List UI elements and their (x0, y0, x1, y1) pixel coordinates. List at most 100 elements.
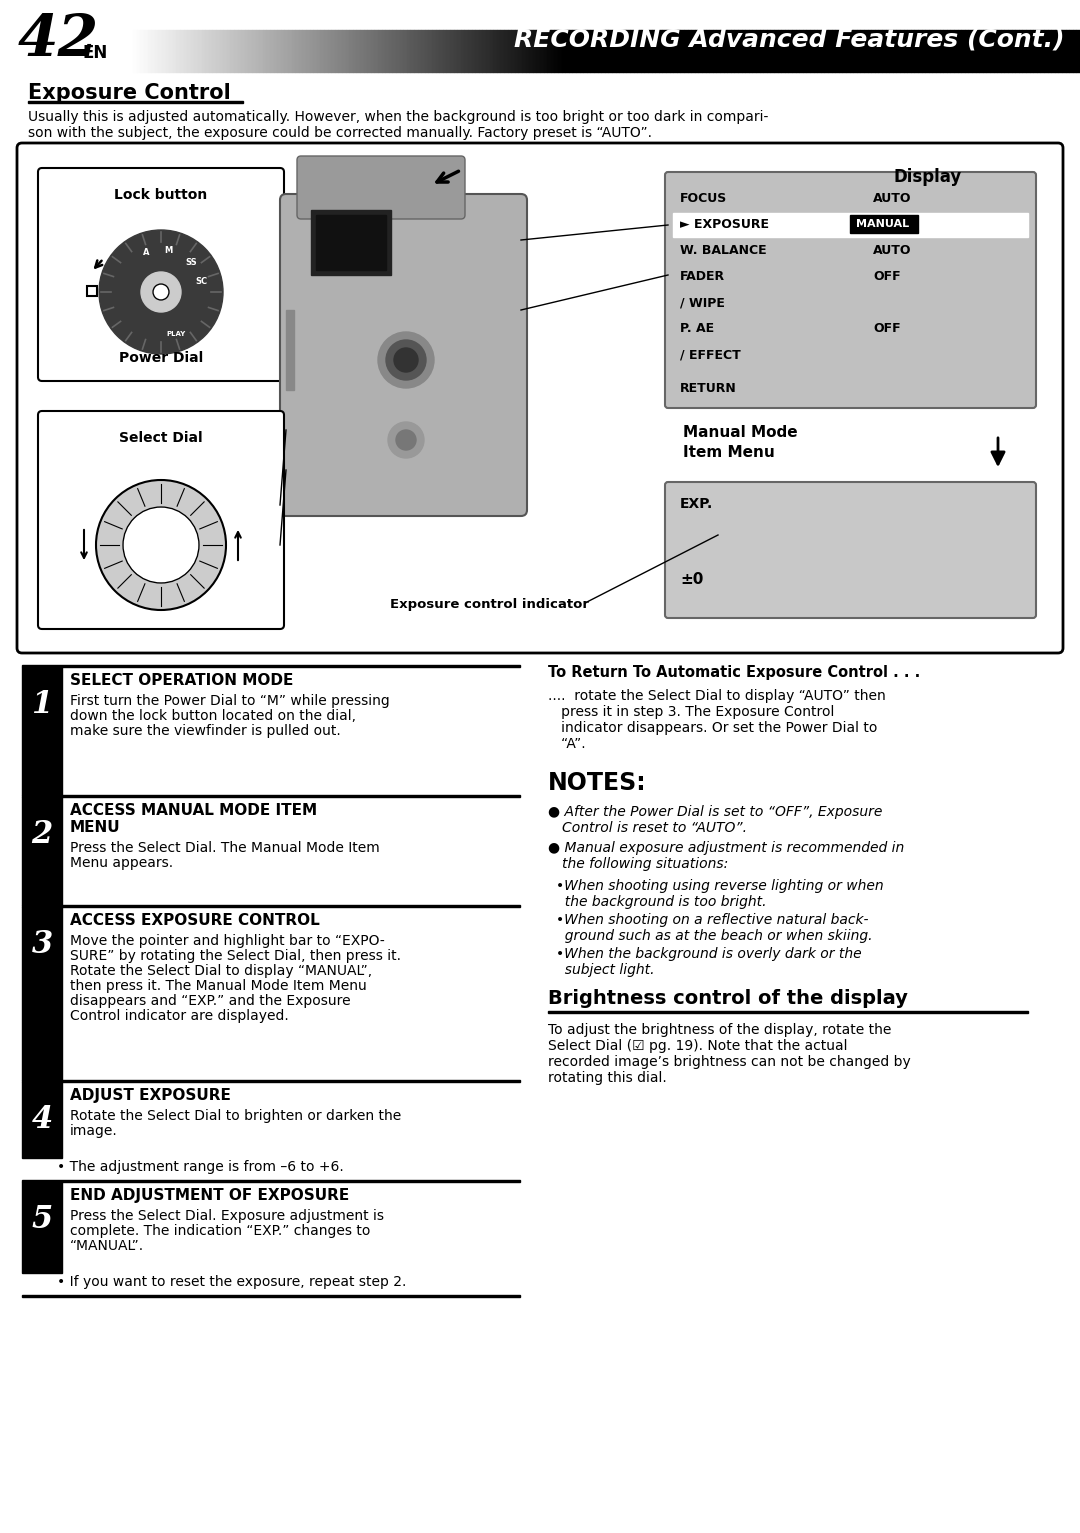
Bar (893, 31, 896, 72)
Bar (22, 1182, 62, 1272)
Bar (90, 31, 94, 72)
Bar (86, 31, 90, 72)
Bar (396, 31, 400, 72)
Bar (68, 31, 72, 72)
Bar (54, 31, 57, 72)
Bar (32, 31, 36, 72)
Text: To adjust the brightness of the display, rotate the: To adjust the brightness of the display,… (548, 1023, 891, 1036)
Bar (321, 31, 324, 72)
Bar (353, 31, 356, 72)
Bar (22, 31, 25, 72)
Bar (111, 31, 116, 72)
Bar (1040, 31, 1044, 72)
FancyBboxPatch shape (38, 411, 284, 629)
Bar (450, 31, 454, 72)
Bar (713, 31, 716, 72)
Bar (443, 31, 446, 72)
Bar (378, 31, 381, 72)
Bar (1062, 31, 1066, 72)
Bar (316, 215, 386, 270)
Bar (673, 31, 677, 72)
Text: Display: Display (894, 169, 962, 185)
Bar (562, 31, 565, 72)
Bar (1026, 31, 1029, 72)
FancyBboxPatch shape (38, 169, 284, 382)
Bar (645, 31, 648, 72)
Bar (270, 31, 273, 72)
Bar (208, 31, 213, 72)
Bar (915, 31, 918, 72)
Bar (29, 31, 32, 72)
Bar (813, 31, 818, 72)
Text: M: M (164, 247, 173, 254)
Bar (159, 31, 162, 72)
Bar (144, 31, 148, 72)
Bar (688, 31, 691, 72)
Bar (151, 31, 154, 72)
Circle shape (378, 333, 434, 388)
Text: Lock button: Lock button (114, 189, 207, 202)
Text: the background is too bright.: the background is too bright. (556, 895, 767, 909)
Bar (273, 31, 278, 72)
Text: MANUAL: MANUAL (856, 219, 909, 228)
Bar (259, 31, 262, 72)
Circle shape (96, 480, 226, 610)
Bar (616, 31, 619, 72)
Bar (22, 667, 62, 796)
Text: FADER: FADER (680, 270, 725, 284)
Bar (28, 101, 243, 103)
Text: / WIPE: / WIPE (680, 296, 725, 310)
Text: disappears and “EXP.” and the Exposure: disappears and “EXP.” and the Exposure (70, 993, 351, 1009)
Bar (486, 31, 489, 72)
Bar (543, 31, 548, 72)
Text: SELECT OPERATION MODE: SELECT OPERATION MODE (70, 673, 294, 688)
Bar (97, 31, 100, 72)
Bar (483, 31, 486, 72)
Bar (87, 287, 97, 296)
FancyBboxPatch shape (297, 156, 465, 219)
FancyBboxPatch shape (665, 172, 1036, 408)
Bar (699, 31, 702, 72)
Text: Select Dial: Select Dial (119, 431, 203, 445)
Text: Rotate the Select Dial to display “MANUAL”,: Rotate the Select Dial to display “MANUA… (70, 964, 373, 978)
Bar (724, 31, 727, 72)
Bar (926, 31, 929, 72)
Bar (407, 31, 410, 72)
Text: •When shooting using reverse lighting or when: •When shooting using reverse lighting or… (556, 878, 883, 894)
Bar (316, 31, 321, 72)
Bar (969, 31, 972, 72)
Bar (1012, 31, 1015, 72)
Text: complete. The indication “EXP.” changes to: complete. The indication “EXP.” changes … (70, 1223, 370, 1239)
Bar (418, 31, 421, 72)
Text: ±0: ±0 (680, 572, 703, 587)
Text: Exposure Control: Exposure Control (28, 83, 231, 103)
Bar (1023, 31, 1026, 72)
Bar (904, 31, 907, 72)
Text: Exposure control indicator: Exposure control indicator (390, 598, 589, 612)
Text: Manual Mode: Manual Mode (683, 425, 798, 440)
Text: Usually this is adjusted automatically. However, when the background is too brig: Usually this is adjusted automatically. … (28, 110, 768, 124)
Text: the following situations:: the following situations: (562, 857, 728, 871)
Bar (558, 31, 562, 72)
Bar (1008, 31, 1012, 72)
Bar (720, 31, 724, 72)
Text: P. AE: P. AE (680, 322, 714, 336)
Bar (1048, 31, 1051, 72)
Text: •When shooting on a reflective natural back-: •When shooting on a reflective natural b… (556, 914, 868, 927)
Text: PLAY: PLAY (166, 331, 186, 337)
Bar (850, 31, 853, 72)
Bar (36, 31, 40, 72)
Bar (1034, 31, 1037, 72)
Bar (461, 31, 464, 72)
Text: subject light.: subject light. (556, 963, 654, 977)
Bar (572, 31, 576, 72)
Bar (691, 31, 694, 72)
Bar (219, 31, 224, 72)
Bar (943, 31, 947, 72)
Text: RECORDING Advanced Features (Cont.): RECORDING Advanced Features (Cont.) (514, 28, 1065, 52)
Text: ► EXPOSURE: ► EXPOSURE (680, 219, 769, 231)
Bar (338, 31, 342, 72)
Bar (100, 31, 105, 72)
Bar (126, 31, 130, 72)
Bar (440, 31, 443, 72)
